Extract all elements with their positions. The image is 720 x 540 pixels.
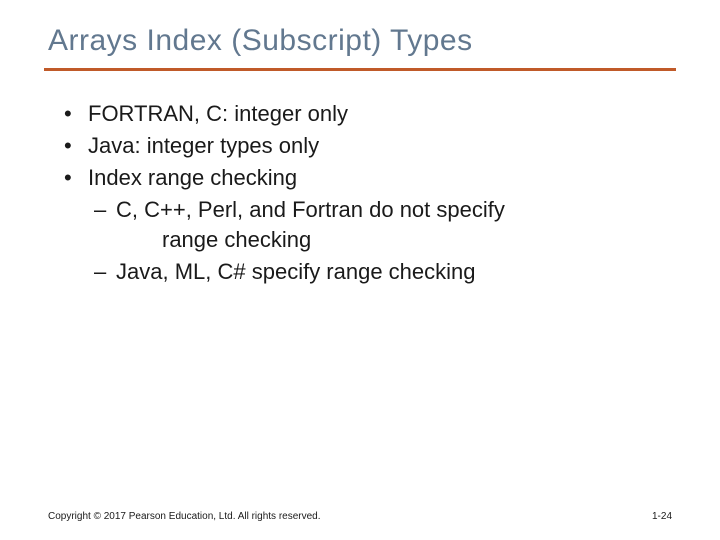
slide-footer: Copyright © 2017 Pearson Education, Ltd.… [48,511,672,522]
sub-list: C, C++, Perl, and Fortran do not specify… [88,195,672,287]
copyright-text: Copyright © 2017 Pearson Education, Ltd.… [48,511,321,522]
list-item: FORTRAN, C: integer only [60,99,672,129]
bullet-list: FORTRAN, C: integer only Java: integer t… [60,99,672,287]
bullet-text: FORTRAN, C: integer only [88,101,348,126]
slide: Arrays Index (Subscript) Types FORTRAN, … [0,0,720,540]
bullet-text: Index range checking [88,165,297,190]
page-number: 1-24 [652,511,672,522]
list-item: Java, ML, C# specify range checking [88,257,672,287]
slide-content: FORTRAN, C: integer only Java: integer t… [0,71,720,287]
list-item: C, C++, Perl, and Fortran do not specify… [88,195,672,255]
bullet-text: Java, ML, C# specify range checking [116,259,476,284]
list-item: Java: integer types only [60,131,672,161]
bullet-text: C, C++, Perl, and Fortran do not specify [116,197,505,222]
list-item: Index range checking C, C++, Perl, and F… [60,163,672,287]
bullet-text: Java: integer types only [88,133,319,158]
slide-title: Arrays Index (Subscript) Types [0,0,720,68]
bullet-text-continuation: range checking [116,225,672,255]
